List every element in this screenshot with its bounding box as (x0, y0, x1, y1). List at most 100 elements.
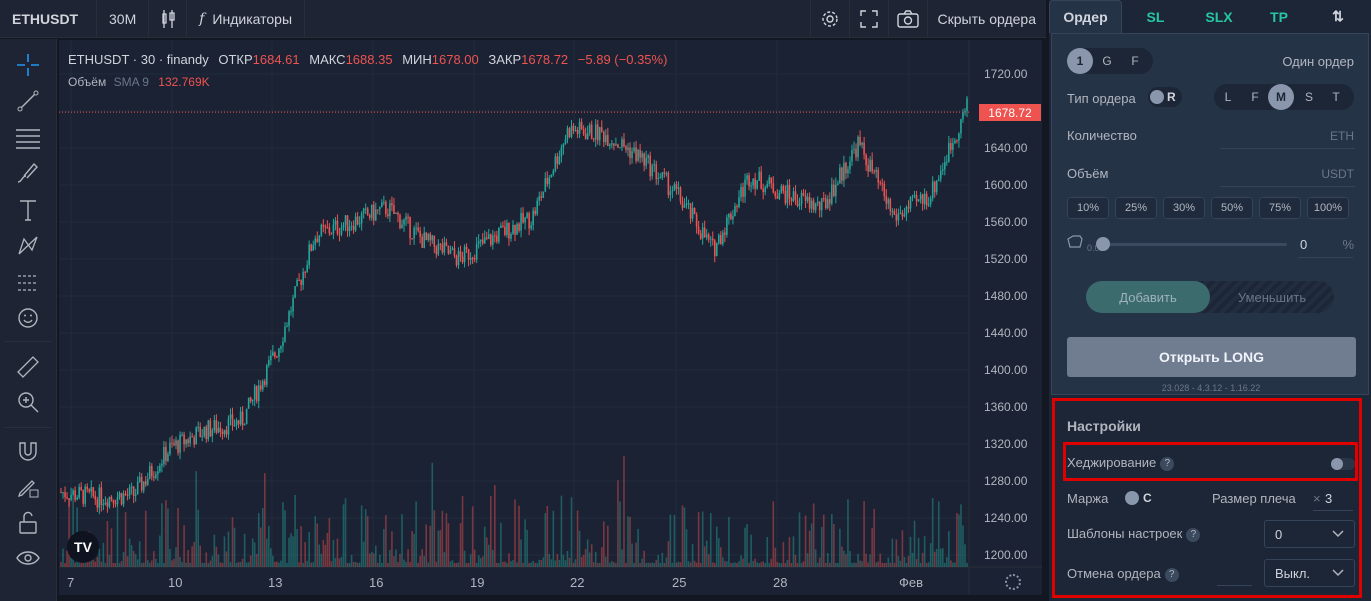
tab-sort[interactable]: ⇅ (1332, 8, 1344, 24)
fullscreen-button[interactable] (848, 0, 888, 38)
lock-icon[interactable] (14, 509, 42, 537)
candle-body (939, 170, 942, 179)
volume-bar (703, 546, 706, 567)
volume-bar (693, 560, 696, 567)
settings-button[interactable] (809, 0, 849, 38)
volume-bar (278, 562, 280, 567)
percent-100-button[interactable]: 100% (1307, 197, 1349, 219)
mode-option-1[interactable]: 1 (1067, 48, 1093, 74)
order-type-t[interactable]: T (1332, 90, 1340, 104)
text-icon[interactable] (14, 196, 42, 224)
mode-option-f[interactable]: F (1131, 54, 1139, 68)
percent-25-button[interactable]: 25% (1115, 197, 1157, 219)
candle-body (159, 465, 161, 472)
r-toggle[interactable]: R (1148, 87, 1182, 107)
brush-icon[interactable] (14, 160, 42, 188)
fib-icon[interactable] (14, 124, 42, 152)
volume-bar (356, 562, 359, 567)
slider-value[interactable]: 0 (1300, 237, 1308, 252)
candle-body (516, 223, 518, 235)
legend-high: 1688.35 (345, 52, 393, 67)
chart-type-button[interactable] (149, 0, 188, 38)
hedge-label-wrap: Хеджирование? (1067, 455, 1175, 471)
magnet-icon[interactable] (14, 438, 42, 466)
volume-bar (70, 557, 72, 567)
volume-input[interactable] (1220, 186, 1355, 187)
crosshair-icon[interactable] (14, 51, 42, 79)
order-type-f[interactable]: F (1251, 90, 1259, 104)
lock-drawing-icon[interactable] (14, 473, 42, 501)
tab-sl[interactable]: SL (1146, 8, 1165, 25)
interval-button[interactable]: 30M (97, 0, 150, 38)
percent-50-button[interactable]: 50% (1211, 197, 1253, 219)
volume-bar (124, 512, 127, 567)
trendline-icon[interactable] (14, 87, 42, 115)
volume-bar (740, 555, 742, 567)
templates-select[interactable]: 0 (1264, 520, 1355, 548)
cancel-order-input[interactable] (1217, 585, 1252, 586)
tradingview-logo[interactable]: TV (67, 531, 99, 563)
open-long-button[interactable]: Открыть LONG (1067, 337, 1356, 377)
order-type-m[interactable]: M (1268, 84, 1294, 110)
tab-tp[interactable]: TP (1270, 8, 1288, 25)
volume-bar (768, 562, 771, 567)
percent-30-button[interactable]: 30% (1163, 197, 1205, 219)
order-mode-switch[interactable]: 1 G F (1067, 48, 1153, 74)
hedge-help-icon[interactable]: ? (1160, 456, 1175, 471)
volume-bar (887, 557, 890, 567)
ruler-icon[interactable] (14, 353, 42, 381)
symbol-button[interactable]: ETHUSDT (0, 0, 97, 38)
chart-canvas[interactable] (59, 40, 1042, 595)
candle-body (841, 167, 843, 181)
order-type-switch[interactable]: L F M S T (1214, 84, 1354, 110)
percent-75-button[interactable]: 75% (1259, 197, 1301, 219)
timezone-gear-icon[interactable] (1005, 574, 1021, 590)
pattern-icon[interactable] (14, 232, 42, 260)
candle-body (590, 124, 593, 139)
candle-body (711, 238, 714, 241)
candle-body (201, 436, 204, 438)
volume-bar (471, 506, 474, 567)
volume-bar (310, 562, 313, 567)
order-type-l[interactable]: L (1224, 90, 1232, 104)
tab-order[interactable]: Ордер (1049, 0, 1122, 33)
volume-bar (715, 526, 718, 567)
cancel-order-select[interactable]: Выкл. (1264, 559, 1355, 587)
zoom-icon[interactable] (14, 388, 42, 416)
mode-option-g[interactable]: G (1102, 54, 1112, 68)
templates-help-icon[interactable]: ? (1186, 527, 1201, 542)
volume-bar (159, 535, 161, 567)
tab-slx[interactable]: SLX (1205, 8, 1233, 25)
eye-icon[interactable] (14, 544, 42, 572)
screenshot-button[interactable] (887, 0, 927, 38)
margin-toggle[interactable]: C (1123, 488, 1157, 508)
reduce-button[interactable]: Уменьшить (1237, 289, 1307, 305)
volume-bar (128, 538, 131, 567)
legend-close-label: ЗАКР (488, 52, 522, 67)
volume-bar (302, 562, 304, 567)
indicators-button[interactable]: f Индикаторы (187, 0, 306, 38)
order-type-s[interactable]: S (1304, 90, 1313, 104)
candle-body (498, 227, 500, 242)
volume-bar (889, 562, 892, 567)
add-button[interactable]: Добавить (1086, 281, 1210, 313)
cancel-help-icon[interactable]: ? (1164, 567, 1179, 582)
emoji-icon[interactable] (14, 304, 42, 332)
volume-legend: Объём SMA 9 132.769K (68, 75, 210, 89)
candle-body (66, 497, 68, 499)
hedge-toggle[interactable] (1331, 458, 1355, 470)
prediction-icon[interactable] (14, 269, 42, 297)
volume-bar (564, 560, 567, 567)
cancel-order-value: Выкл. (1275, 565, 1311, 581)
candle-body (457, 251, 460, 266)
price-chart[interactable]: ETHUSDT · 30 · finandy ОТКР1684.61 МАКС1… (59, 40, 1042, 595)
quantity-input[interactable] (1220, 148, 1355, 149)
percent-10-button[interactable]: 10% (1067, 197, 1109, 219)
candle-body (607, 135, 609, 146)
add-reduce-switch[interactable]: Добавить Уменьшить (1086, 281, 1334, 313)
size-slider[interactable] (1096, 237, 1287, 251)
leverage-input[interactable]: 3 (1325, 491, 1333, 506)
hide-orders-button[interactable]: Скрыть ордера (926, 0, 1046, 38)
slider-handle[interactable] (1096, 237, 1110, 251)
volume-bar (151, 560, 153, 567)
